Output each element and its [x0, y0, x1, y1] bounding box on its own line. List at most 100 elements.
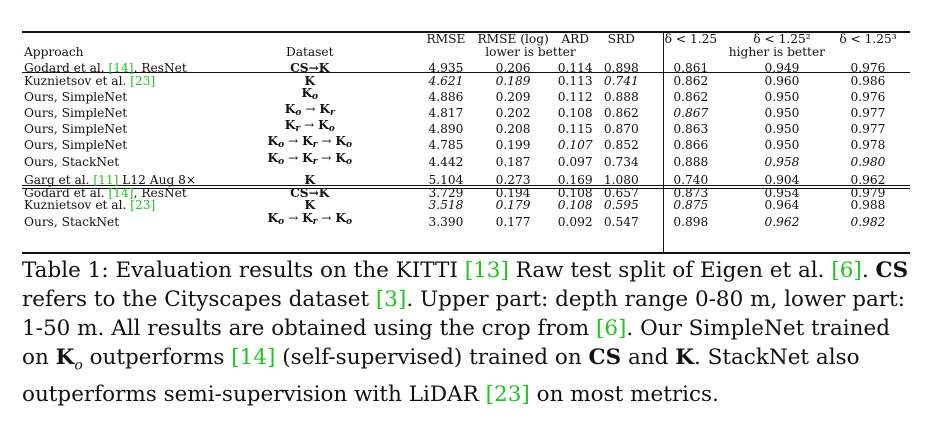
value-cell: 0.097 — [557, 154, 593, 169]
table-row: Ours, SimpleNet Ko → Kr 4.817 0.202 0.108 0.8… — [22, 103, 910, 119]
approach-cell: Ours, StackNet — [24, 214, 120, 229]
table-caption: Table 1: Evaluation results on the KITTI… — [22, 258, 909, 408]
value-cell: 0.982 — [850, 214, 886, 229]
value-cell: 0.202 — [495, 105, 531, 120]
citation-link[interactable]: [14] — [231, 345, 276, 370]
approach-cell: Godard et al. [14], ResNet — [24, 185, 187, 200]
value-cell: 0.978 — [850, 138, 886, 153]
table-row: Garg et al. [11] L12 Aug 8× K 5.104 0.273 0.… — [22, 174, 910, 187]
dataset-header: Dataset — [285, 45, 334, 60]
value-cell: 0.898 — [603, 60, 639, 75]
value-cell: 0.950 — [764, 138, 800, 153]
value-cell: 0.867 — [673, 105, 709, 120]
citation-link[interactable]: [13] — [464, 258, 509, 283]
metric-header: δ < 1.25³ — [839, 31, 897, 46]
upper-table-section: Godard et al. [14], ResNet CS→K 4.935 0.206… — [22, 62, 910, 168]
value-cell: 0.741 — [603, 73, 639, 88]
citation-link[interactable]: [23] — [485, 382, 530, 408]
citation-link[interactable]: [6] — [595, 316, 627, 341]
value-cell: 0.870 — [603, 122, 639, 137]
table-bottom-rule — [22, 252, 910, 254]
value-cell: 4.935 — [428, 60, 464, 75]
citation-link[interactable]: [3] — [375, 287, 407, 312]
dataset-cell: Ko → Kr — [284, 101, 335, 118]
table-row: Godard et al. [14], ResNet CS→K 3.729 0.194… — [22, 186, 910, 199]
value-cell: 0.273 — [495, 173, 531, 188]
citation-link[interactable]: [14] — [108, 185, 134, 200]
citation-link[interactable]: [23] — [130, 73, 156, 88]
approach-cell: Kuznietsov et al. [23] — [24, 73, 156, 88]
metric-header: δ < 1.25² — [753, 31, 811, 46]
value-cell: 0.734 — [603, 154, 639, 169]
dataset-cell: CS→K — [290, 185, 330, 200]
value-cell: 0.977 — [850, 105, 886, 120]
metric-header: SRD — [607, 31, 635, 46]
value-cell: 4.442 — [428, 154, 464, 169]
value-cell: 0.208 — [495, 122, 531, 137]
table-row: Ours, StackNet Ko → Kr → Ko 4.442 0.187 0.09… — [22, 150, 910, 169]
lower-table-section: Garg et al. [11] L12 Aug 8× K 5.104 0.273 0.… — [22, 174, 910, 228]
value-cell: 3.729 — [428, 185, 464, 200]
value-cell: 0.199 — [495, 138, 531, 153]
value-cell: 5.104 — [428, 173, 464, 188]
value-cell: 0.986 — [850, 73, 886, 88]
value-cell: 0.979 — [850, 185, 886, 200]
citation-link[interactable]: [23] — [130, 198, 156, 213]
approach-cell: Ours, SimpleNet — [24, 89, 128, 104]
table-mid-rule-2 — [22, 188, 910, 189]
header-row-metrics: RMSE RMSE (log) ARD SRD δ < 1.25 δ < 1.2… — [22, 32, 910, 46]
table-header-rule — [22, 72, 910, 73]
value-cell: 0.112 — [557, 89, 593, 104]
value-cell: 3.518 — [428, 198, 464, 213]
value-cell: 0.960 — [764, 73, 800, 88]
approach-cell: Garg et al. [11] L12 Aug 8× — [24, 173, 197, 188]
value-cell: 0.980 — [850, 154, 886, 169]
value-cell: 0.852 — [603, 138, 639, 153]
value-cell: 0.108 — [557, 105, 593, 120]
value-cell: 0.657 — [603, 185, 639, 200]
dataset-cell: Ko → Kr → Ko — [267, 134, 353, 151]
approach-cell: Kuznietsov et al. [23] — [24, 198, 156, 213]
value-cell: 3.390 — [428, 214, 464, 229]
value-cell: 0.976 — [850, 60, 886, 75]
value-cell: 0.862 — [603, 105, 639, 120]
table-mid-rule-1 — [22, 185, 910, 186]
dataset-cell: K — [304, 198, 316, 213]
value-cell: 0.904 — [764, 173, 800, 188]
value-cell: 0.898 — [673, 214, 709, 229]
approach-cell: Ours, StackNet — [24, 154, 120, 169]
value-cell: 0.114 — [557, 60, 593, 75]
value-cell: 0.092 — [557, 214, 593, 229]
table-row: Kuznietsov et al. [23] K 4.621 0.189 0.113 0.… — [22, 74, 910, 87]
citation-link[interactable]: [11] — [93, 173, 119, 188]
value-cell: 0.187 — [495, 154, 531, 169]
value-cell: 0.873 — [673, 185, 709, 200]
value-cell: 0.875 — [673, 198, 709, 213]
value-cell: 4.621 — [428, 73, 464, 88]
value-cell: 0.177 — [495, 214, 531, 229]
dataset-cell: Ko → Kr → Ko — [267, 210, 353, 227]
table-row: Kuznietsov et al. [23] K 3.518 0.179 0.108 0.… — [22, 199, 910, 212]
value-cell: 0.113 — [557, 73, 593, 88]
value-cell: 0.547 — [603, 214, 639, 229]
value-cell: 1.080 — [603, 173, 639, 188]
approach-cell: Ours, SimpleNet — [24, 122, 128, 137]
citation-link[interactable]: [14] — [108, 60, 134, 75]
value-cell: 0.988 — [850, 198, 886, 213]
citation-link[interactable]: [6] — [831, 258, 862, 283]
value-cell: 0.179 — [495, 198, 531, 213]
value-cell: 0.740 — [673, 173, 709, 188]
value-cell: 0.206 — [495, 60, 531, 75]
value-cell: 4.817 — [428, 105, 464, 120]
value-cell: 0.949 — [764, 60, 800, 75]
value-cell: 0.950 — [764, 122, 800, 137]
value-cell: 0.189 — [495, 73, 531, 88]
lower-is-better-label: lower is better — [485, 45, 576, 60]
dataset-cell: Ko → Kr → Ko — [267, 150, 353, 167]
dataset-cell: K — [304, 173, 316, 188]
metric-header: RMSE — [426, 31, 466, 46]
value-cell: 0.108 — [557, 185, 593, 200]
value-cell: 0.976 — [850, 89, 886, 104]
value-cell: 0.950 — [764, 105, 800, 120]
dataset-cell: CS→K — [290, 60, 330, 75]
